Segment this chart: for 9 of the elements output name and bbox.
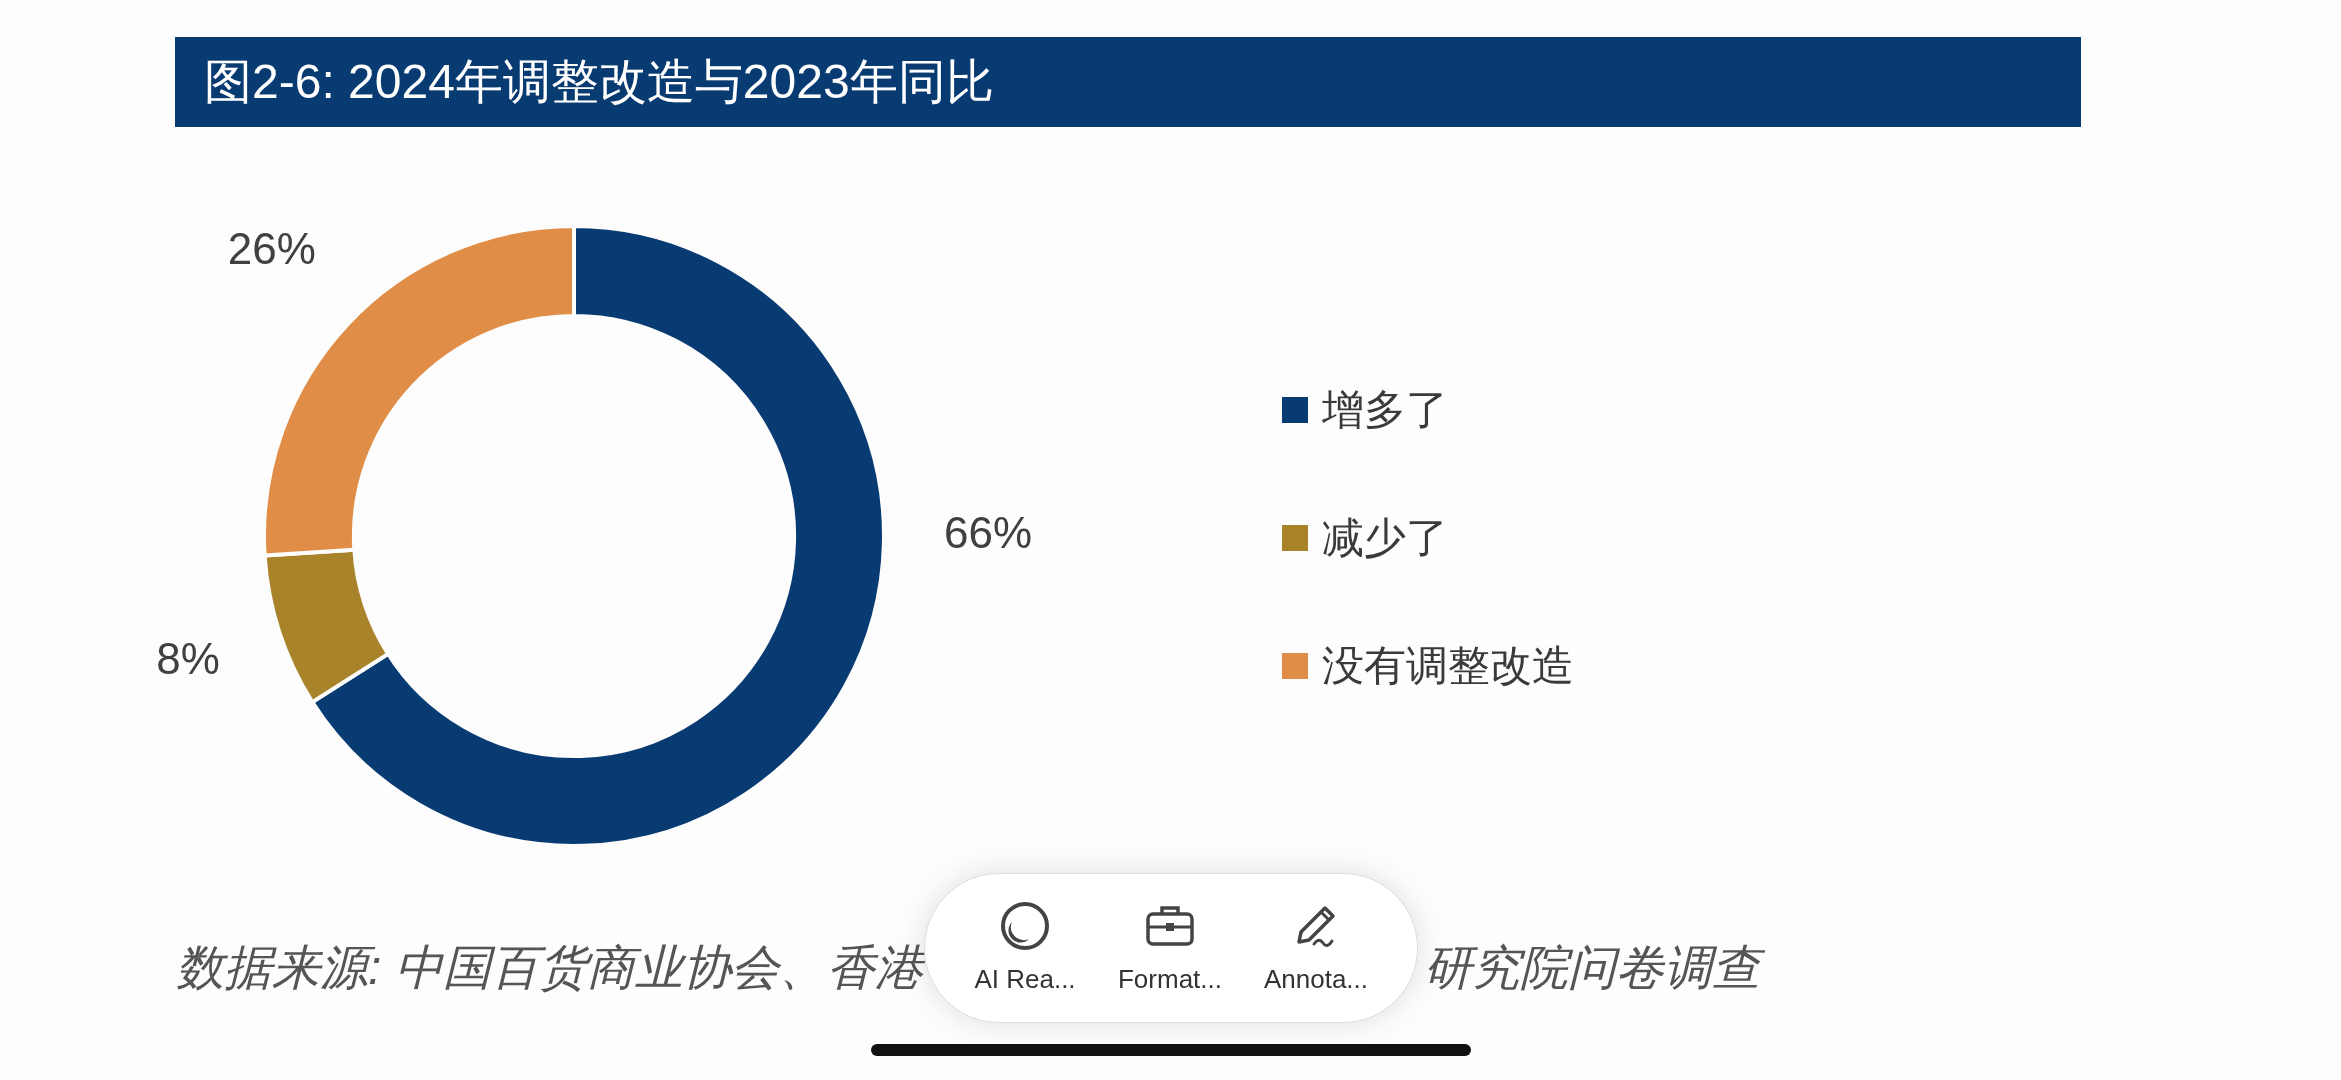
data-label: 26% <box>227 224 316 274</box>
data-label: 66% <box>943 508 1033 558</box>
data-label: 8% <box>156 633 220 683</box>
legend-label: 减少了 <box>1322 513 1448 563</box>
legend-label: 没有调整改造 <box>1322 641 1574 691</box>
source-note: 数据来源: 中国百货商业协会、香港 <box>176 940 923 996</box>
chart-title: 图2-6: 2024年调整改造与2023年同比 <box>204 54 994 110</box>
legend-label: 增多了 <box>1322 385 1448 435</box>
floating-toolbar: AI Rea... Format... Annota... <box>924 873 1418 1023</box>
